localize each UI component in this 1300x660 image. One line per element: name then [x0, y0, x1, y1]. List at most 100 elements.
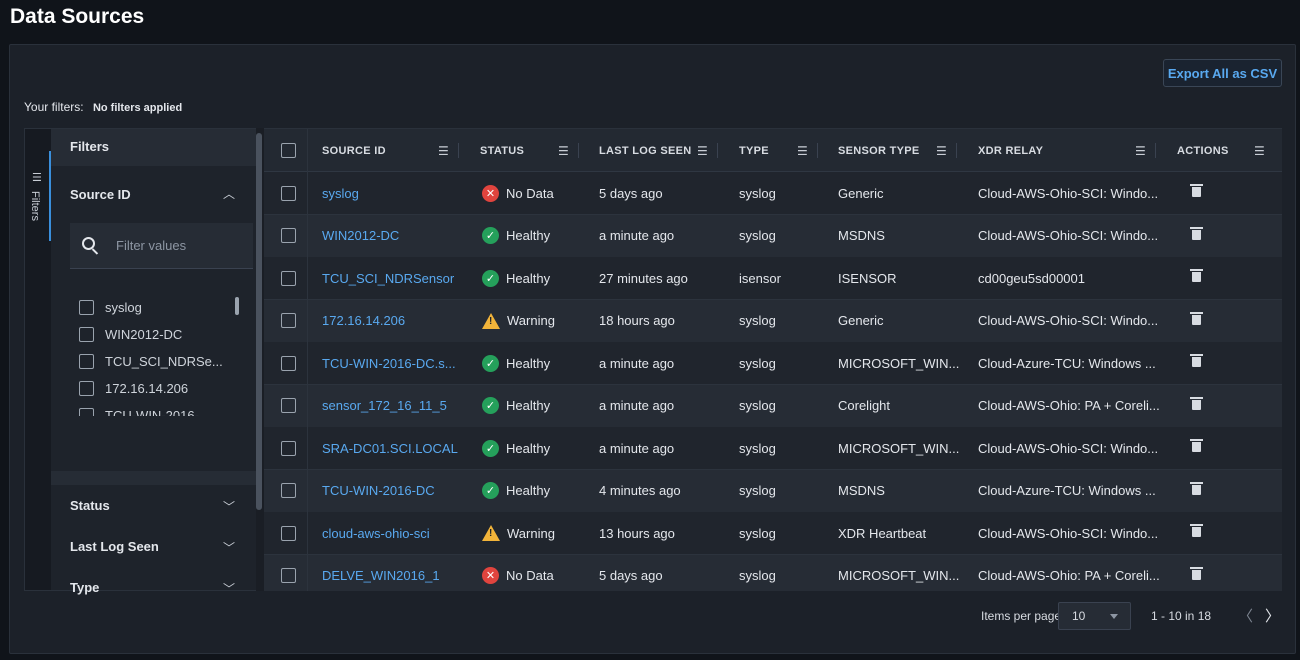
- status-cell: ✕ No Data: [482, 172, 554, 214]
- filter-value-item[interactable]: 172.16.14.206: [79, 375, 229, 402]
- chevron-up-icon[interactable]: ︿: [223, 187, 236, 201]
- filter-value-item[interactable]: TCU-WIN-2016-...: [79, 402, 229, 416]
- check-circle-icon: ✓: [482, 482, 499, 499]
- table-row: TCU_SCI_NDRSensor ✓ Healthy 27 minutes ago i…: [264, 257, 1282, 300]
- column-sensor-type[interactable]: SENSOR TYPE ☰: [838, 129, 957, 172]
- source-id-link[interactable]: SRA-DC01.SCI.LOCAL: [322, 440, 458, 456]
- filter-section-source-id[interactable]: Source ID: [70, 187, 131, 202]
- filter-values-input[interactable]: [114, 235, 244, 255]
- checkbox-column-divider: [307, 129, 308, 591]
- trash-icon[interactable]: [1190, 396, 1203, 410]
- row-checkbox[interactable]: [281, 228, 296, 243]
- column-last-log-seen[interactable]: LAST LOG SEEN ☰: [599, 129, 718, 172]
- type-cell: isensor: [739, 270, 781, 286]
- source-id-link[interactable]: TCU_SCI_NDRSensor: [322, 270, 455, 286]
- filter-list-scrollbar[interactable]: [235, 297, 239, 315]
- filter-section-last-log-seen[interactable]: Last Log Seen: [70, 539, 159, 554]
- type-cell: syslog: [739, 483, 776, 498]
- filter-value-item[interactable]: TCU_SCI_NDRSe...: [79, 348, 229, 375]
- type-cell: syslog: [739, 313, 776, 328]
- row-checkbox[interactable]: [281, 355, 296, 371]
- row-checkbox[interactable]: [281, 483, 296, 498]
- column-menu-icon[interactable]: ☰: [796, 143, 808, 158]
- source-id-link[interactable]: 172.16.14.206: [322, 313, 406, 328]
- row-checkbox[interactable]: [281, 398, 296, 413]
- checkbox[interactable]: [79, 300, 94, 315]
- menu-icon[interactable]: ☰: [32, 172, 42, 184]
- row-checkbox[interactable]: [281, 185, 296, 201]
- last-log-seen-cell: 5 days ago: [599, 185, 663, 201]
- chevron-left-icon[interactable]: 〈: [1238, 608, 1254, 625]
- error-icon: ✕: [482, 567, 499, 584]
- checkbox[interactable]: [79, 408, 94, 416]
- column-xdr-relay[interactable]: XDR RELAY ☰: [978, 129, 1156, 172]
- last-log-seen-cell: a minute ago: [599, 355, 675, 371]
- sensor-type-cell: MICROSOFT_WIN...: [838, 568, 960, 583]
- filter-value-item[interactable]: syslog: [79, 294, 229, 321]
- trash-icon[interactable]: [1190, 566, 1203, 580]
- filters-rail[interactable]: ☰ Filters: [24, 128, 51, 591]
- row-checkbox[interactable]: [281, 270, 296, 286]
- filters-summary-value: No filters applied: [92, 102, 183, 114]
- trash-icon[interactable]: [1190, 524, 1203, 537]
- type-cell: syslog: [739, 525, 776, 541]
- source-id-link[interactable]: syslog: [322, 185, 359, 201]
- filter-panel-scrollbar[interactable]: [256, 133, 262, 510]
- items-per-page-select[interactable]: 10: [1058, 602, 1131, 630]
- chevron-down-icon[interactable]: ﹀: [223, 500, 236, 514]
- trash-icon[interactable]: [1190, 439, 1203, 452]
- checkbox[interactable]: [79, 381, 94, 396]
- chevron-down-icon[interactable]: ﹀: [223, 582, 236, 596]
- chevron-right-icon[interactable]: 〉: [1265, 608, 1281, 625]
- caret-down-icon: [1110, 614, 1118, 619]
- column-source-id[interactable]: SOURCE ID ☰: [322, 129, 459, 172]
- trash-icon[interactable]: [1190, 481, 1203, 495]
- source-id-link[interactable]: WIN2012-DC: [322, 228, 400, 243]
- last-log-seen-cell: a minute ago: [599, 228, 675, 243]
- column-menu-icon[interactable]: ☰: [935, 143, 947, 158]
- status-cell: Warning: [482, 300, 555, 342]
- xdr-relay-cell: cd00geu5sd00001: [978, 270, 1085, 286]
- checkbox[interactable]: [79, 327, 94, 342]
- last-log-seen-cell: 27 minutes ago: [599, 270, 688, 286]
- row-checkbox[interactable]: [281, 525, 296, 541]
- filter-value-item[interactable]: WIN2012-DC: [79, 321, 229, 348]
- source-id-link[interactable]: TCU-WIN-2016-DC.s...: [322, 355, 456, 371]
- row-checkbox[interactable]: [281, 568, 296, 583]
- column-menu-icon[interactable]: ☰: [696, 143, 708, 158]
- pagination-range: 1 - 10 in 18: [1151, 609, 1212, 623]
- status-label: No Data: [506, 568, 554, 583]
- trash-icon[interactable]: [1190, 226, 1203, 240]
- column-menu-icon[interactable]: ☰: [557, 143, 569, 158]
- chevron-down-icon[interactable]: ﹀: [223, 541, 236, 555]
- source-id-link[interactable]: DELVE_WIN2016_1: [322, 568, 440, 583]
- select-all-checkbox[interactable]: [281, 143, 296, 158]
- export-csv-button[interactable]: Export All as CSV: [1163, 59, 1282, 87]
- trash-icon[interactable]: [1190, 311, 1203, 325]
- column-menu-icon[interactable]: ☰: [1134, 143, 1146, 158]
- source-id-link[interactable]: sensor_172_16_11_5: [322, 398, 447, 413]
- sensor-type-cell: Generic: [838, 313, 884, 328]
- sensor-type-cell: Corelight: [838, 398, 891, 413]
- status-cell: ✓ Healthy: [482, 427, 550, 469]
- source-id-link[interactable]: cloud-aws-ohio-sci: [322, 525, 430, 541]
- xdr-relay-cell: Cloud-AWS-Ohio-SCI: Windo...: [978, 313, 1159, 328]
- filter-section-status[interactable]: Status: [70, 498, 110, 513]
- column-actions[interactable]: ACTIONS ☰: [1177, 143, 1265, 158]
- column-status[interactable]: STATUS ☰: [480, 129, 579, 172]
- row-checkbox[interactable]: [281, 313, 296, 328]
- column-menu-icon[interactable]: ☰: [1253, 143, 1265, 158]
- status-label: Healthy: [506, 398, 551, 413]
- column-type[interactable]: TYPE ☰: [739, 129, 818, 172]
- column-menu-icon[interactable]: ☰: [437, 143, 449, 158]
- trash-icon[interactable]: [1190, 354, 1203, 367]
- status-cell: Warning: [482, 512, 555, 554]
- filter-section-type[interactable]: Type: [70, 580, 100, 595]
- trash-icon[interactable]: [1190, 184, 1203, 197]
- sensor-type-cell: Generic: [838, 185, 884, 201]
- source-id-link[interactable]: TCU-WIN-2016-DC: [322, 483, 435, 498]
- trash-icon[interactable]: [1190, 269, 1203, 282]
- search-icon: [82, 237, 95, 250]
- checkbox[interactable]: [79, 354, 94, 369]
- row-checkbox[interactable]: [281, 440, 296, 456]
